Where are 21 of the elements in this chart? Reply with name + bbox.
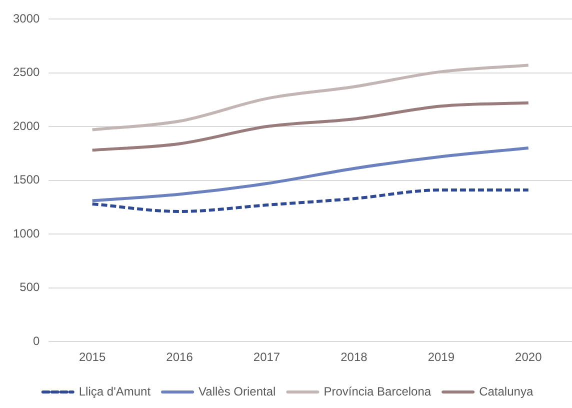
- line-series: [90, 64, 530, 132]
- y-tick-label: 3000: [12, 11, 40, 26]
- y-tick-label: 2000: [12, 118, 40, 133]
- x-tick-label: 2017: [253, 350, 280, 364]
- y-tick-label: 1500: [12, 172, 40, 187]
- y-tick-label: 500: [20, 280, 40, 294]
- line-series: [90, 146, 530, 202]
- legend-label: Lliça d'Amunt: [78, 384, 152, 398]
- y-tick-label: 1000: [12, 226, 40, 240]
- line-series: [90, 188, 530, 213]
- x-tick-label: 2020: [515, 350, 542, 364]
- x-tick-label: 2019: [428, 350, 455, 364]
- legend-label: Vallès Oriental: [198, 384, 276, 398]
- x-tick-label: 2015: [78, 350, 106, 364]
- x-tick-label: 2016: [166, 350, 194, 364]
- line-series: [90, 101, 530, 152]
- y-tick-label: 2500: [12, 65, 40, 80]
- y-tick-label: 0: [33, 334, 40, 348]
- x-tick-label: 2018: [340, 350, 368, 364]
- legend-label: Província Barcelona: [324, 384, 432, 398]
- legend-label: Catalunya: [479, 384, 534, 398]
